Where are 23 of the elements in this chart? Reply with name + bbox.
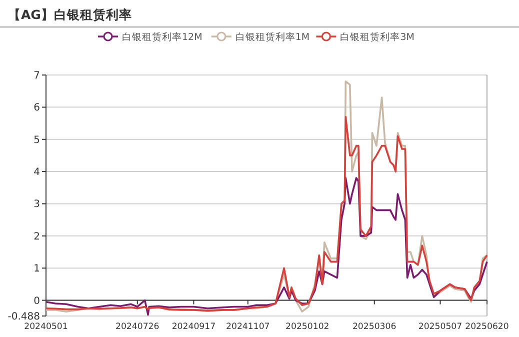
- x-tick-label: 20250507: [418, 322, 462, 332]
- y-tick-label: 6: [34, 102, 40, 114]
- y-tick-label: 3: [34, 199, 40, 210]
- x-tick-label: 20250620: [465, 322, 509, 332]
- line-series: [45, 116, 488, 312]
- x-tick-label: 20240917: [172, 322, 216, 332]
- y-tick-label: 0: [34, 296, 40, 307]
- x-tick-label: 20240726: [116, 322, 160, 332]
- chart-title: 【AG】白银租赁利率: [8, 7, 132, 22]
- y-tick-label: 1: [34, 264, 40, 275]
- x-tick-label: 20241107: [226, 322, 270, 332]
- y-tick-label: -0.488: [8, 312, 40, 322]
- x-tick-label: 20240501: [24, 322, 68, 332]
- line-series: [45, 177, 488, 316]
- legend-label: 白银租赁利率12M: [122, 31, 202, 43]
- y-tick-label: 5: [34, 134, 40, 146]
- legend-label: 白银租赁利率1M: [235, 31, 310, 43]
- legend-label: 白银租赁利率3M: [340, 31, 414, 43]
- y-tick-label: 7: [34, 70, 40, 82]
- y-tick-label: 2: [34, 231, 40, 242]
- y-tick-label: 4: [34, 167, 40, 178]
- x-tick-label: 20250102: [286, 322, 330, 332]
- x-tick-label: 20250306: [352, 322, 396, 332]
